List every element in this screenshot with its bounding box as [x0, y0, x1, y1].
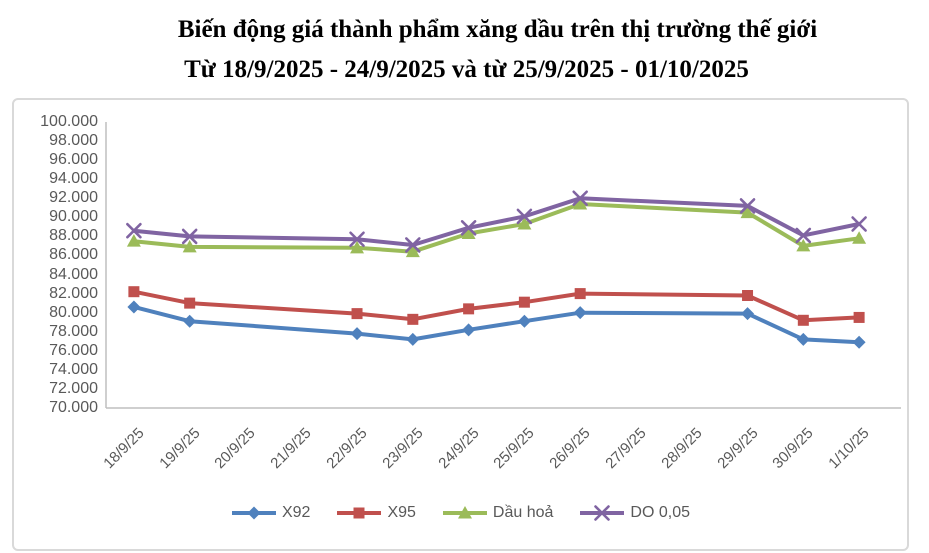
data-point-marker-x92 — [183, 314, 197, 328]
y-axis-tick-label: 72.000 — [49, 379, 98, 397]
data-point-marker-dau-hoa — [126, 234, 141, 247]
plot-area — [105, 122, 901, 409]
data-point-marker-do-0-05 — [181, 228, 198, 245]
chart-title: Biến động giá thành phẩm xăng dầu trên t… — [0, 10, 929, 90]
data-point-marker-x92 — [127, 300, 141, 314]
y-axis-tick-label: 90.000 — [49, 208, 98, 226]
data-point-marker-x92 — [852, 335, 866, 349]
data-point-marker-dau-hoa — [182, 239, 197, 253]
data-point-marker-dau-hoa — [461, 226, 476, 240]
y-axis-tick-label: 96.000 — [49, 151, 98, 169]
series-line-do-0-05 — [131, 196, 862, 247]
series-line-x95 — [131, 289, 862, 323]
data-point-marker-x95 — [128, 286, 140, 298]
y-axis-tick-label: 98.000 — [49, 132, 98, 150]
data-point-marker-dau-hoa — [740, 205, 755, 219]
data-point-marker-x95 — [518, 296, 530, 308]
legend-marker-glyph — [457, 506, 472, 519]
data-point-marker-dau-hoa — [796, 238, 811, 252]
legend-label: DO 0,05 — [630, 504, 691, 521]
data-point-marker-do-0-05 — [405, 237, 421, 253]
chart-title-line1: Biến động giá thành phẩm xăng dầu trên t… — [177, 16, 818, 43]
data-point-marker-x92 — [350, 327, 364, 341]
legend-marker-glyph — [353, 507, 365, 519]
data-point-marker-x95 — [463, 303, 475, 315]
data-point-marker-x95 — [797, 314, 809, 326]
data-point-marker-x95 — [351, 308, 363, 320]
data-point-marker-do-0-05 — [739, 198, 756, 214]
data-point-marker-dau-hoa — [405, 244, 420, 258]
chart-title-line2: Từ 18/9/2025 - 24/9/2025 và từ 25/9/2025… — [184, 56, 749, 83]
data-point-marker-x92 — [406, 332, 420, 346]
data-point-marker-dau-hoa — [573, 196, 588, 210]
data-point-marker-do-0-05 — [349, 231, 365, 248]
legend-marker-diamond-icon — [231, 506, 276, 520]
data-point-marker-dau-hoa — [852, 231, 867, 244]
data-point-marker-x95 — [184, 297, 196, 309]
data-point-marker-x92 — [741, 307, 755, 321]
series-line-x92 — [131, 304, 862, 345]
legend-marker-glyph — [247, 506, 261, 520]
data-point-marker-x92 — [462, 323, 476, 337]
data-point-marker-x95 — [742, 290, 754, 302]
data-point-marker-do-0-05 — [851, 216, 867, 232]
data-point-marker-do-0-05 — [126, 222, 142, 239]
data-point-marker-dau-hoa — [517, 217, 532, 230]
data-point-marker-do-0-05 — [795, 227, 812, 244]
y-axis-tick-label: 76.000 — [49, 341, 98, 359]
data-point-marker-x92 — [517, 314, 531, 328]
y-axis-tick-label: 84.000 — [49, 265, 98, 283]
legend-label: X92 — [281, 504, 311, 521]
legend-item-x95: X95 — [336, 504, 416, 522]
y-axis-tick-label: 94.000 — [49, 170, 98, 188]
legend-marker-glyph — [594, 505, 611, 521]
data-point-marker-do-0-05 — [516, 208, 533, 225]
y-axis-tick-label: 92.000 — [49, 189, 98, 207]
y-axis-tick-label: 78.000 — [49, 322, 98, 340]
y-axis-tick-label: 80.000 — [49, 303, 98, 321]
y-axis-tick-label: 88.000 — [49, 227, 98, 245]
y-axis-tick-label: 82.000 — [49, 284, 98, 302]
data-point-marker-x95 — [853, 311, 865, 323]
legend-label: X95 — [387, 504, 416, 521]
legend: X92 X95 Dầu hoả DO 0,05 — [14, 504, 907, 522]
data-point-marker-x95 — [574, 288, 586, 300]
y-axis-tick-label: 70.000 — [49, 399, 98, 416]
data-point-marker-do-0-05 — [460, 220, 477, 236]
data-point-marker-x95 — [407, 313, 419, 325]
y-axis-tick-label: 74.000 — [49, 360, 98, 378]
y-axis-tick-label: 100.000 — [40, 113, 98, 130]
legend-marker-triangle-icon — [442, 506, 487, 519]
legend-marker-square-icon — [337, 507, 382, 519]
data-point-marker-do-0-05 — [572, 190, 588, 207]
data-point-marker-x92 — [796, 332, 810, 346]
data-point-marker-dau-hoa — [350, 240, 365, 254]
legend-item-dau-hoa: Dầu hoả — [442, 504, 554, 522]
y-axis-tick-label: 86.000 — [49, 246, 98, 264]
data-point-marker-x92 — [573, 306, 587, 320]
chart-container: 100.000 98.000 96.000 94.000 92.000 90.000 88.… — [12, 98, 909, 551]
legend-label: Dầu hoả — [492, 504, 554, 521]
legend-marker-x-icon — [580, 505, 625, 521]
legend-item-do-0-05: DO 0,05 — [579, 504, 690, 522]
legend-item-x92: X92 — [231, 504, 310, 522]
series-line-dau-hoa — [131, 202, 862, 254]
